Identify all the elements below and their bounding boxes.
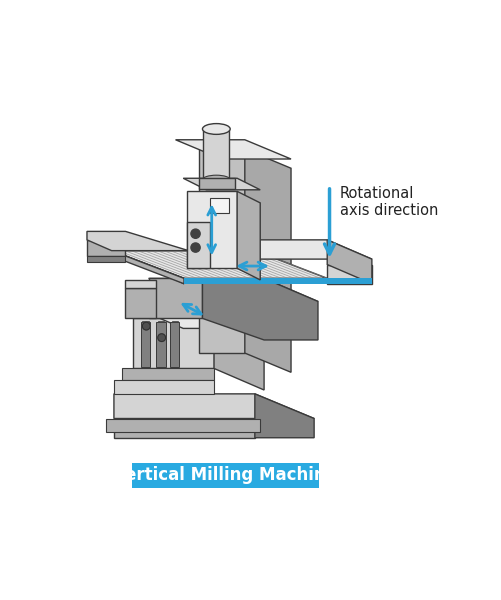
Circle shape bbox=[142, 322, 150, 330]
Circle shape bbox=[191, 243, 200, 252]
Polygon shape bbox=[114, 419, 255, 438]
Polygon shape bbox=[158, 321, 164, 322]
Polygon shape bbox=[327, 240, 372, 284]
Polygon shape bbox=[122, 368, 214, 380]
Polygon shape bbox=[255, 394, 314, 438]
Polygon shape bbox=[198, 178, 235, 189]
Polygon shape bbox=[245, 149, 291, 372]
Polygon shape bbox=[133, 307, 264, 328]
Text: Rotational
axis direction: Rotational axis direction bbox=[340, 186, 438, 218]
Polygon shape bbox=[149, 278, 318, 301]
Polygon shape bbox=[187, 191, 237, 268]
Polygon shape bbox=[210, 197, 229, 213]
Polygon shape bbox=[87, 256, 125, 262]
Polygon shape bbox=[87, 232, 188, 251]
Polygon shape bbox=[149, 278, 202, 319]
Polygon shape bbox=[114, 394, 314, 419]
Text: Vertical Milling Machine: Vertical Milling Machine bbox=[113, 466, 337, 484]
Polygon shape bbox=[187, 222, 210, 268]
Circle shape bbox=[158, 334, 165, 341]
Polygon shape bbox=[327, 265, 372, 284]
Polygon shape bbox=[106, 419, 260, 433]
Polygon shape bbox=[184, 278, 327, 284]
Polygon shape bbox=[156, 322, 165, 367]
Polygon shape bbox=[142, 321, 149, 322]
FancyBboxPatch shape bbox=[132, 463, 319, 488]
Polygon shape bbox=[183, 178, 260, 190]
Polygon shape bbox=[175, 140, 291, 159]
Polygon shape bbox=[112, 251, 327, 278]
Polygon shape bbox=[125, 287, 156, 319]
Polygon shape bbox=[255, 240, 372, 259]
Polygon shape bbox=[172, 321, 178, 322]
Circle shape bbox=[191, 229, 200, 238]
Polygon shape bbox=[125, 280, 156, 287]
Polygon shape bbox=[170, 322, 179, 367]
Polygon shape bbox=[112, 251, 184, 284]
Polygon shape bbox=[237, 191, 260, 280]
Polygon shape bbox=[202, 278, 318, 340]
Polygon shape bbox=[112, 251, 184, 284]
Ellipse shape bbox=[202, 175, 230, 184]
Polygon shape bbox=[141, 322, 150, 367]
Polygon shape bbox=[114, 380, 214, 394]
Polygon shape bbox=[214, 319, 264, 390]
Polygon shape bbox=[87, 240, 125, 256]
Polygon shape bbox=[327, 278, 372, 284]
Polygon shape bbox=[133, 319, 214, 368]
Polygon shape bbox=[203, 130, 229, 180]
Ellipse shape bbox=[202, 124, 230, 134]
Polygon shape bbox=[198, 149, 245, 353]
